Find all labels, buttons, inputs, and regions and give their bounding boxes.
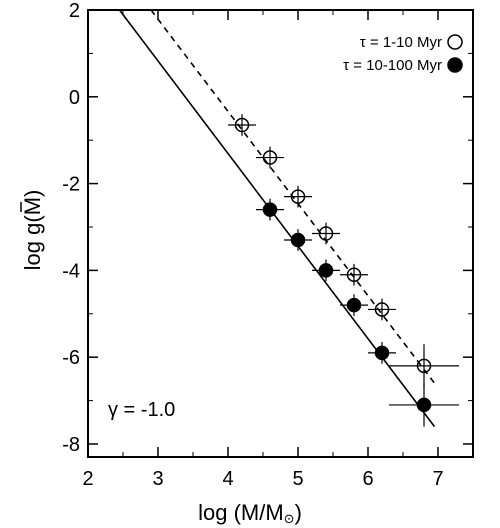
legend-entry-1-marker	[447, 34, 463, 50]
legend-entry-2-marker	[447, 57, 463, 73]
y-tick-label: -4	[62, 260, 80, 282]
data-point	[262, 150, 278, 165]
data-point	[262, 202, 278, 217]
data-point	[290, 189, 306, 204]
data-point	[374, 302, 390, 317]
data-point	[318, 226, 334, 241]
axis-ticks: 2 3 4 5 6 7 2 0 -2 -4 -6 -8	[62, 0, 473, 490]
x-axis-label: log (M/M⊙)	[198, 500, 302, 526]
data-point	[234, 117, 250, 133]
series-2	[256, 198, 459, 427]
plot-frame	[87, 9, 474, 458]
legend-entry-2-label: τ = 10-100 Myr	[343, 57, 442, 74]
x-tick-label: 5	[292, 468, 303, 490]
x-tick-label: 6	[362, 468, 373, 490]
legend-entry-1-label: τ = 1-10 Myr	[360, 34, 442, 51]
y-tick-label: -2	[62, 174, 80, 196]
y-axis-label-group: log g(M)	[20, 190, 45, 271]
series-1	[228, 114, 459, 388]
data-point	[416, 397, 432, 413]
x-tick-label: 4	[222, 468, 233, 490]
y-tick-label: 2	[69, 0, 80, 22]
y-tick-label: -6	[62, 347, 80, 369]
data-point	[346, 267, 362, 282]
y-tick-label: -8	[62, 434, 80, 456]
series-layer	[228, 114, 459, 427]
y-axis-label: log g(M)	[20, 190, 45, 271]
legend: τ = 1-10 Myr τ = 10-100 Myr	[343, 34, 463, 74]
data-point	[318, 263, 334, 278]
y-tick-label: 0	[69, 87, 80, 109]
x-tick-label: 2	[82, 468, 93, 490]
gamma-annotation: γ = -1.0	[108, 399, 175, 421]
data-point	[416, 358, 432, 374]
data-point	[346, 297, 362, 313]
x-tick-label: 7	[432, 468, 443, 490]
x-tick-label: 3	[152, 468, 163, 490]
data-point	[374, 345, 390, 361]
data-point	[290, 232, 306, 248]
